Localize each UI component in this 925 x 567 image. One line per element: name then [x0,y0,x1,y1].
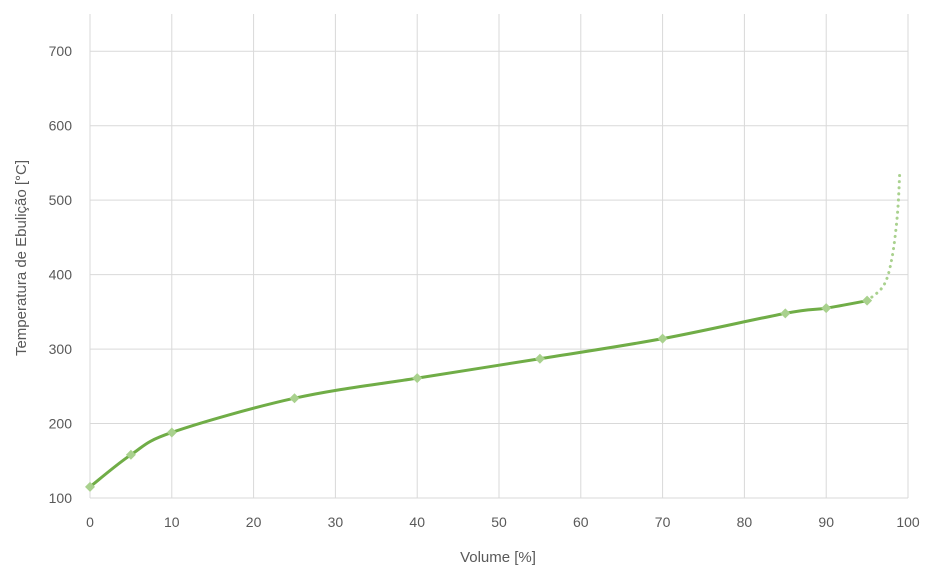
x-tick-label: 60 [573,514,589,530]
y-tick-label: 500 [49,192,73,208]
x-tick-label: 30 [328,514,344,530]
x-tick-label: 0 [86,514,94,530]
x-tick-label: 90 [818,514,834,530]
x-tick-label: 20 [246,514,262,530]
y-tick-label: 400 [49,267,73,283]
y-tick-label: 100 [49,490,73,506]
data-point-marker [657,333,668,344]
x-tick-label: 50 [491,514,507,530]
x-axis-title: Volume [%] [460,549,536,566]
data-point-marker [534,353,545,364]
y-tick-label: 600 [49,118,73,134]
y-tick-label: 700 [49,43,73,59]
data-point-marker [821,303,832,314]
data-point-marker [289,393,300,404]
x-tick-label: 10 [164,514,180,530]
x-tick-label: 40 [409,514,425,530]
markers-group [85,295,873,492]
x-tick-label: 70 [655,514,671,530]
x-tick-label: 100 [896,514,920,530]
tick-labels: 0 10 20 30 40 50 60 70 80 90 100 100 200 300 400 500 600… [49,43,920,530]
grid [89,14,909,499]
data-point-marker [125,449,136,460]
series-group [88,168,902,489]
data-point-marker [412,373,423,384]
y-tick-label: 300 [49,341,73,357]
x-tick-label: 80 [737,514,753,530]
data-point-marker [862,295,873,306]
data-point-marker [85,481,95,492]
y-axis-title: Temperatura de Ebulição [°C] [13,160,30,356]
series-line [88,299,869,489]
data-point-marker [780,308,791,319]
extrapolated-series-line [865,168,902,303]
data-point-marker [166,427,177,438]
y-tick-label: 200 [49,416,73,432]
